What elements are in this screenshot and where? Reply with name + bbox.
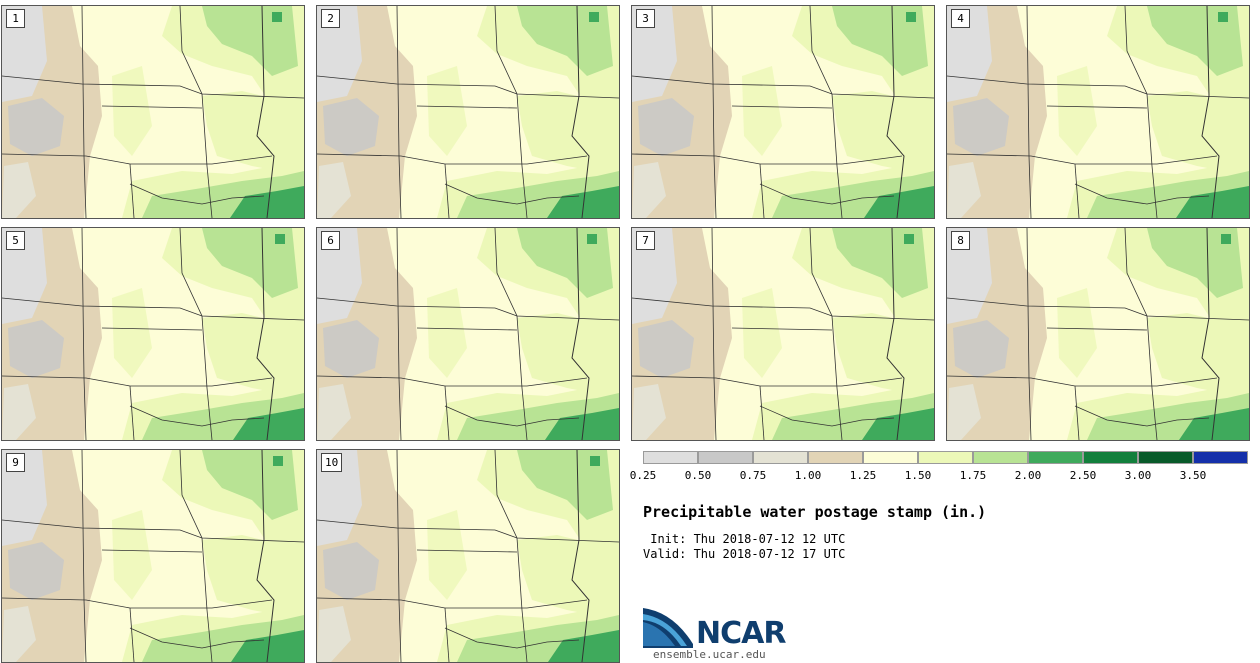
map-panel: 3 bbox=[631, 5, 935, 219]
member-number: 7 bbox=[636, 231, 655, 250]
member-number: 5 bbox=[6, 231, 25, 250]
colorbar-tick: 3.00 bbox=[1124, 469, 1152, 482]
colorbar-swatch bbox=[753, 451, 808, 464]
colorbar-swatch bbox=[643, 451, 698, 464]
colorbar-tick: 1.50 bbox=[904, 469, 932, 482]
colorbar-swatch bbox=[808, 451, 863, 464]
colorbar-swatch bbox=[863, 451, 918, 464]
colorbar-tick: 0.50 bbox=[684, 469, 712, 482]
map-panel: 1 bbox=[1, 5, 305, 219]
page-title: Precipitable water postage stamp (in.) bbox=[643, 503, 987, 521]
colorbar-swatch bbox=[1028, 451, 1083, 464]
member-number: 3 bbox=[636, 9, 655, 28]
ncar-logo-icon bbox=[643, 608, 693, 648]
colorbar-tick: 0.75 bbox=[739, 469, 767, 482]
map-panel: 2 bbox=[316, 5, 620, 219]
map-panel: 9 bbox=[1, 449, 305, 663]
colorbar-swatch bbox=[1083, 451, 1138, 464]
map-panel: 5 bbox=[1, 227, 305, 441]
colorbar-tick: 1.00 bbox=[794, 469, 822, 482]
colorbar-tick: 2.00 bbox=[1014, 469, 1042, 482]
colorbar-tick: 2.50 bbox=[1069, 469, 1097, 482]
colorbar-tick: 1.75 bbox=[959, 469, 987, 482]
member-number: 4 bbox=[951, 9, 970, 28]
colorbar-tick: 0.25 bbox=[629, 469, 657, 482]
init-time: Init: Thu 2018-07-12 12 UTC bbox=[643, 532, 846, 546]
colorbar-swatch bbox=[973, 451, 1028, 464]
map-panel: 7 bbox=[631, 227, 935, 441]
colorbar-tick: 1.25 bbox=[849, 469, 877, 482]
map-panel: 10 bbox=[316, 449, 620, 663]
member-number: 2 bbox=[321, 9, 340, 28]
map-panel: 4 bbox=[946, 5, 1250, 219]
map-panel: 8 bbox=[946, 227, 1250, 441]
member-number: 6 bbox=[321, 231, 340, 250]
member-number: 10 bbox=[321, 453, 343, 472]
ncar-wordmark: NCAR bbox=[696, 616, 786, 651]
colorbar-swatch bbox=[698, 451, 753, 464]
member-number: 8 bbox=[951, 231, 970, 250]
logo-url: ensemble.ucar.edu bbox=[653, 648, 766, 661]
colorbar-tick: 3.50 bbox=[1179, 469, 1207, 482]
colorbar-swatch bbox=[1138, 451, 1193, 464]
map-panel: 6 bbox=[316, 227, 620, 441]
member-number: 1 bbox=[6, 9, 25, 28]
colorbar-swatch bbox=[1193, 451, 1248, 464]
valid-time: Valid: Thu 2018-07-12 17 UTC bbox=[643, 547, 846, 561]
colorbar-swatch bbox=[918, 451, 973, 464]
member-number: 9 bbox=[6, 453, 25, 472]
